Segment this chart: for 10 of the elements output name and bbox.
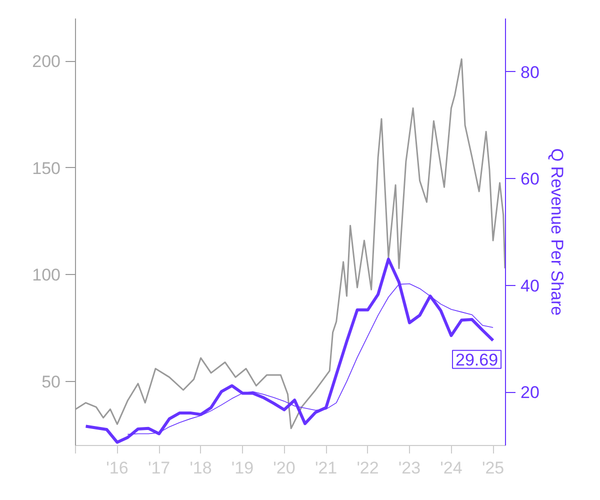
y-tick-label: 150 [32, 158, 61, 178]
y2-tick-label: 80 [520, 62, 540, 82]
y-tick-label: 100 [32, 266, 61, 285]
y-tick-label: 200 [32, 52, 61, 72]
y2-axis-title: Q Revenue Per Share [547, 148, 566, 316]
y2-tick-label: 20 [520, 383, 540, 402]
annotation: 29.69 [456, 350, 498, 370]
y-tick-label: 50 [42, 372, 61, 392]
y2-tick-label: 60 [520, 170, 540, 189]
y2-tick-label: 40 [520, 276, 540, 296]
